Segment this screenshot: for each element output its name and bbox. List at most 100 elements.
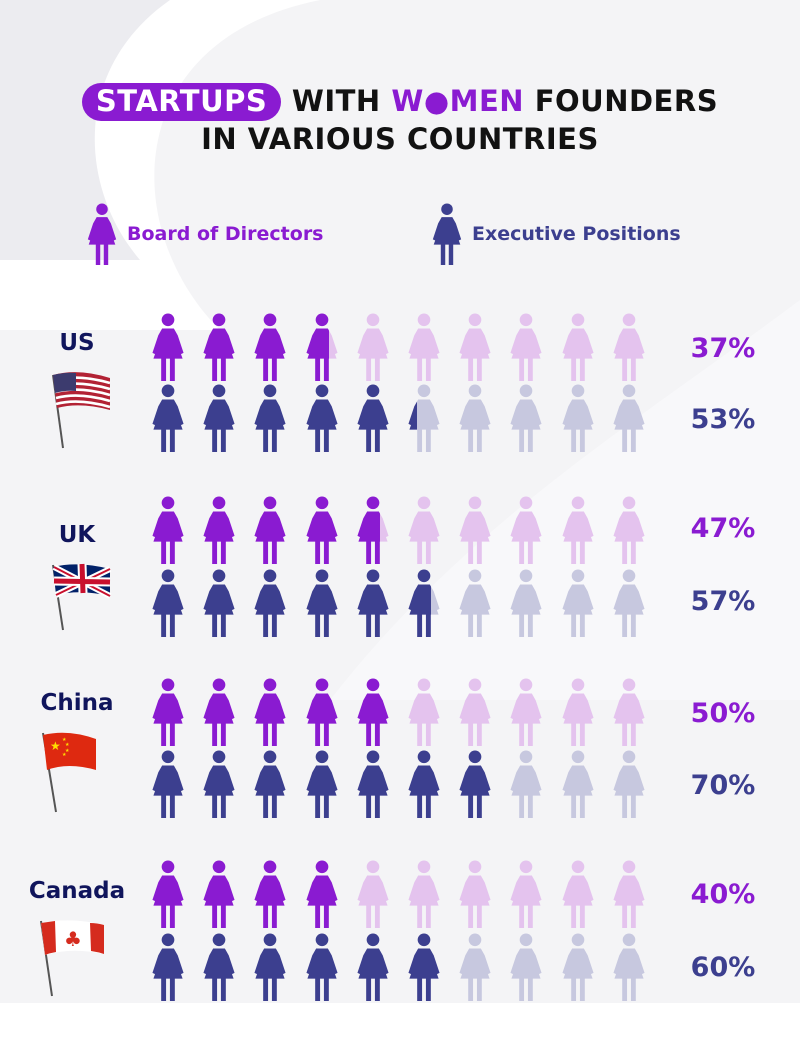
- canada-flag-icon: ♣: [40, 920, 104, 997]
- pct-us-board: 37%: [690, 333, 756, 364]
- woman-icon-us-board-3: [254, 313, 286, 381]
- woman-icon-china-executive-2: [203, 750, 235, 818]
- woman-icon-canada-executive-8: [510, 933, 542, 1001]
- woman-icon-us-executive-2: [203, 384, 235, 452]
- woman-icon-china-board-2: [203, 678, 235, 746]
- woman-icon-us-executive-9: [562, 384, 594, 452]
- woman-icon-us-executive-6: [408, 384, 440, 452]
- woman-icon-canada-board-10: [613, 860, 645, 928]
- woman-icon-china-executive-8: [510, 750, 542, 818]
- chart-title-line-1: STARTUPS WITH W●MEN FOUNDERS: [0, 83, 800, 121]
- us-flag-icon: [52, 372, 111, 449]
- woman-icon-uk-executive-4: [306, 569, 338, 637]
- woman-icon-us-board-9: [562, 313, 594, 381]
- figures-china-board: [150, 678, 660, 746]
- woman-icon-canada-executive-9: [562, 933, 594, 1001]
- uk-flag-icon: [52, 563, 112, 631]
- svg-text:★: ★: [62, 737, 67, 743]
- svg-text:★: ★: [65, 748, 70, 754]
- woman-icon-canada-board-3: [254, 860, 286, 928]
- woman-icon-canada-board-8: [510, 860, 542, 928]
- woman-icon-china-executive-5: [357, 750, 389, 818]
- woman-icon-uk-executive-7: [459, 569, 491, 637]
- woman-icon-uk-executive-3: [254, 569, 286, 637]
- title-word-with: WITH: [291, 84, 381, 118]
- woman-icon-uk-board-2: [203, 496, 235, 564]
- woman-icon-china-executive-9: [562, 750, 594, 818]
- woman-icon-canada-executive-10: [613, 933, 645, 1001]
- woman-icon-us-executive-10: [613, 384, 645, 452]
- woman-icon-china-board-10: [613, 678, 645, 746]
- woman-icon-us-board-8: [510, 313, 542, 381]
- woman-icon-canada-board-6: [408, 860, 440, 928]
- woman-icon-canada-executive-3: [254, 933, 286, 1001]
- figures-us-executive: [150, 384, 660, 452]
- figures-china-executive: [150, 750, 660, 818]
- woman-icon-canada-executive-7: [459, 933, 491, 1001]
- country-label-canada: Canada: [28, 878, 126, 904]
- woman-icon-china-executive-10: [613, 750, 645, 818]
- pct-china-board: 50%: [690, 698, 756, 729]
- legend-board: Board of Directors: [86, 203, 324, 265]
- woman-icon-uk-executive-9: [562, 569, 594, 637]
- country-label-china: China: [40, 690, 114, 716]
- legend-executive-label: Executive Positions: [472, 223, 681, 245]
- woman-icon-china-executive-6: [408, 750, 440, 818]
- woman-icon-uk-executive-8: [510, 569, 542, 637]
- woman-icon-uk-board-8: [510, 496, 542, 564]
- pct-uk-executive: 57%: [690, 586, 756, 617]
- woman-icon-china-board-8: [510, 678, 542, 746]
- woman-icon-canada-board-7: [459, 860, 491, 928]
- woman-icon-purple: [87, 203, 117, 265]
- woman-icon-navy: [432, 203, 462, 265]
- woman-icon-us-board-6: [408, 313, 440, 381]
- woman-icon-china-board-7: [459, 678, 491, 746]
- woman-icon-us-executive-1: [152, 384, 184, 452]
- svg-text:★: ★: [50, 739, 61, 753]
- woman-icon-us-board-1: [152, 313, 184, 381]
- woman-icon-china-executive-1: [152, 750, 184, 818]
- country-label-uk: UK: [58, 522, 96, 548]
- woman-icon-china-executive-4: [306, 750, 338, 818]
- svg-text:★: ★: [62, 752, 67, 758]
- woman-icon-china-board-3: [254, 678, 286, 746]
- venus-o-icon: ●: [423, 84, 450, 118]
- woman-icon-canada-executive-2: [203, 933, 235, 1001]
- woman-icon-china-board-9: [562, 678, 594, 746]
- woman-icon-canada-board-2: [203, 860, 235, 928]
- woman-icon-china-executive-3: [254, 750, 286, 818]
- chart-title-line-2: IN VARIOUS COUNTRIES: [201, 122, 599, 156]
- pct-us-executive: 53%: [690, 404, 756, 435]
- woman-icon-uk-board-3: [254, 496, 286, 564]
- woman-icon-uk-executive-1: [152, 569, 184, 637]
- title-word-founders: FOUNDERS: [534, 84, 719, 118]
- pct-canada-executive: 60%: [690, 952, 756, 983]
- woman-icon-uk-executive-6: [408, 569, 440, 637]
- figures-canada-board: [150, 860, 660, 928]
- svg-text:★: ★: [65, 742, 70, 748]
- woman-icon-us-executive-8: [510, 384, 542, 452]
- legend-executive: Executive Positions: [431, 203, 681, 265]
- figures-uk-board: [150, 496, 660, 564]
- woman-icon-canada-executive-6: [408, 933, 440, 1001]
- woman-icon-uk-board-1: [152, 496, 184, 564]
- woman-icon-canada-board-5: [357, 860, 389, 928]
- pct-uk-board: 47%: [690, 513, 756, 544]
- woman-icon-uk-board-6: [408, 496, 440, 564]
- woman-icon-uk-board-5: [357, 496, 389, 564]
- woman-icon-canada-executive-1: [152, 933, 184, 1001]
- woman-icon-canada-board-9: [562, 860, 594, 928]
- woman-icon-canada-board-4: [306, 860, 338, 928]
- bottom-band: [0, 1003, 800, 1047]
- woman-icon-us-executive-5: [357, 384, 389, 452]
- figures-us-board: [150, 313, 660, 381]
- title-pill-startups: STARTUPS: [81, 83, 282, 121]
- woman-icon-canada-executive-4: [306, 933, 338, 1001]
- country-label-us: US: [59, 330, 95, 356]
- pct-canada-board: 40%: [690, 879, 756, 910]
- figures-uk-executive: [150, 569, 660, 637]
- woman-icon-us-board-2: [203, 313, 235, 381]
- woman-icon-uk-executive-2: [203, 569, 235, 637]
- svg-text:♣: ♣: [64, 927, 82, 951]
